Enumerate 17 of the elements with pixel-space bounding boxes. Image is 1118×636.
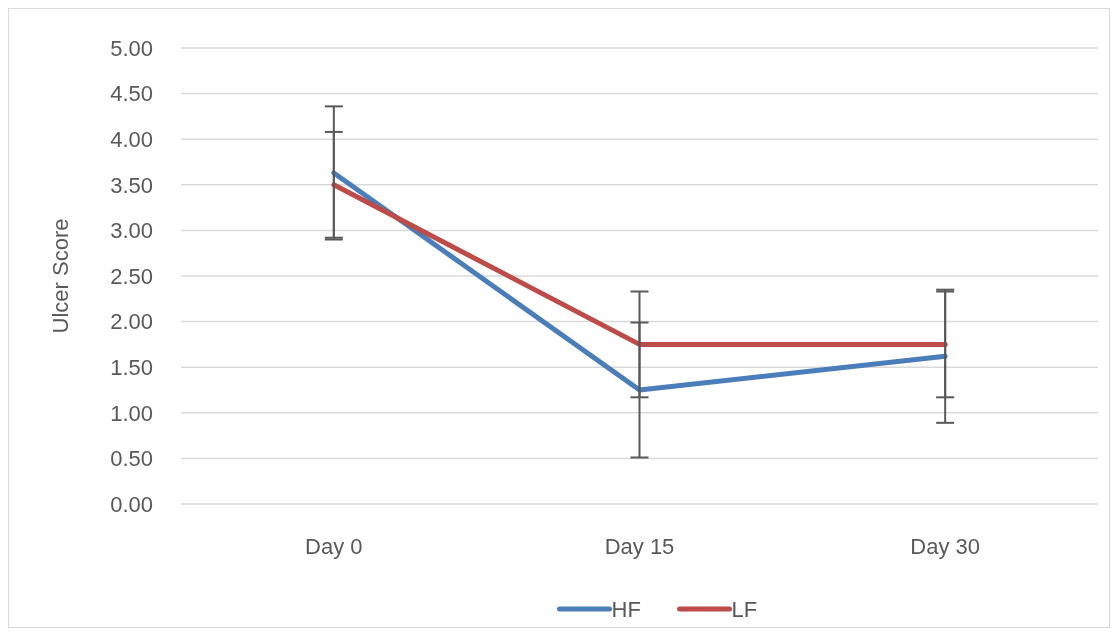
x-tick-label: Day 0 bbox=[305, 534, 363, 559]
x-tick-label: Day 30 bbox=[910, 534, 981, 559]
y-tick-label: 0.50 bbox=[110, 446, 153, 472]
legend-label: LF bbox=[731, 596, 758, 622]
y-tick-label: 4.50 bbox=[110, 81, 153, 107]
y-tick-label: 1.50 bbox=[110, 354, 153, 380]
y-tick-label: 3.00 bbox=[110, 218, 153, 244]
y-tick-label: 5.00 bbox=[110, 35, 153, 61]
y-tick-label: 1.00 bbox=[110, 400, 153, 426]
y-tick-label: 4.00 bbox=[110, 126, 153, 152]
y-tick-label: 0.00 bbox=[110, 491, 153, 517]
y-axis-title: Ulcer Score bbox=[48, 218, 73, 334]
legend-label: HF bbox=[611, 596, 641, 622]
y-tick-label: 2.50 bbox=[110, 263, 153, 289]
y-tick-label: 3.50 bbox=[110, 172, 153, 198]
x-tick-label: Day 15 bbox=[604, 534, 675, 559]
y-tick-label: 2.00 bbox=[110, 309, 153, 335]
